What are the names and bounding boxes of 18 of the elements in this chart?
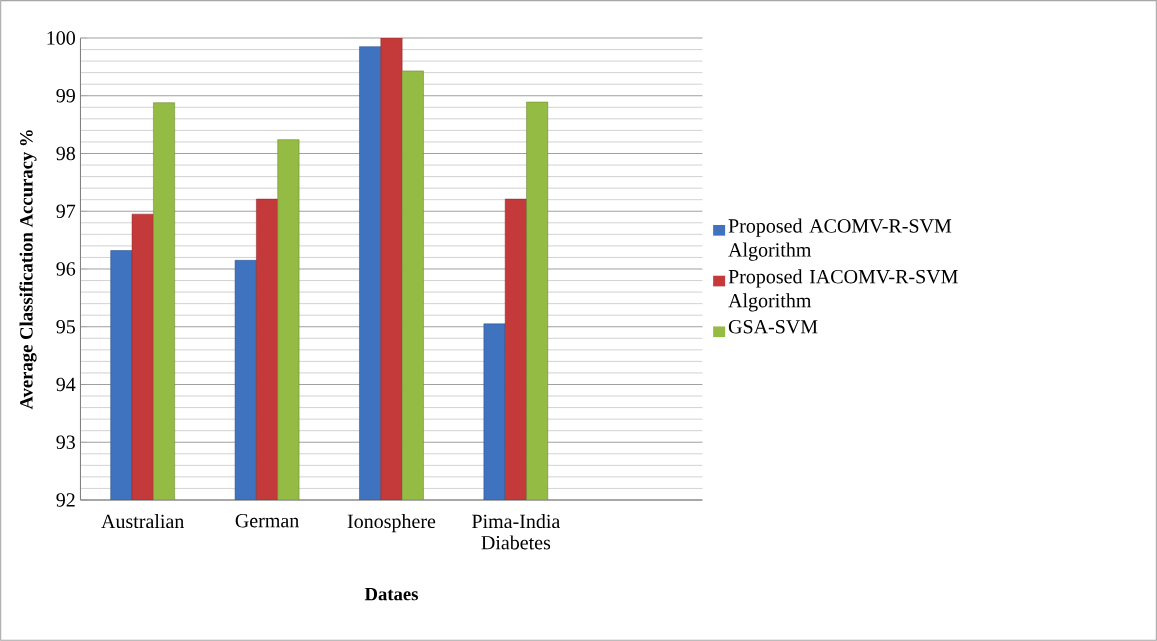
y-tick-label: 98 [56, 146, 75, 161]
y-tick-label: 99 [56, 89, 75, 103]
x-tick-label: Ionosphere [347, 514, 436, 533]
x-tick-label: Australian [101, 514, 185, 529]
y-tick-label: 92 [56, 493, 75, 507]
x-axis-title: Dataes [364, 587, 418, 601]
x-tick-label: Pima-India Diabetes [472, 514, 561, 550]
y-axis-title: Average Classification Accuracy % [19, 130, 37, 410]
y-tick-label: 97 [56, 204, 76, 218]
y-tick-label: 95 [56, 320, 75, 334]
y-tick-label: 94 [56, 377, 76, 392]
x-tick-label: German [235, 514, 299, 528]
legend-label: Proposed IACOMV-R-SVM Algorithm [728, 269, 958, 312]
y-tick-label: 100 [47, 31, 75, 45]
y-tick-label: 93 [56, 435, 75, 449]
legend-label: Proposed ACOMV-R-SVM Algorithm [728, 218, 952, 261]
y-tick-label: 96 [56, 262, 76, 276]
legend-label: GSA-SVM [728, 320, 818, 334]
